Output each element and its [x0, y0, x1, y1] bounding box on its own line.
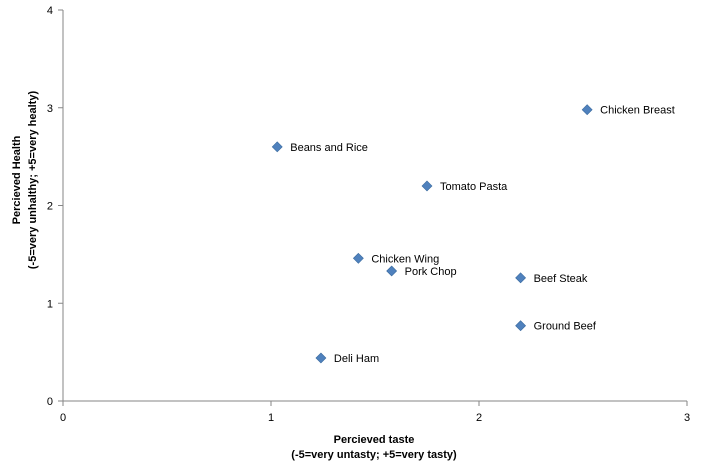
data-point: Deli Ham [315, 352, 379, 365]
x-tick-label: 1 [268, 412, 274, 424]
y-tick-label: 0 [47, 396, 53, 408]
data-point: Pork Chop [386, 265, 457, 278]
data-point: Ground Beef [515, 320, 597, 333]
point-label: Pork Chop [405, 266, 457, 278]
data-points: Chicken Breast Beans and Rice Tomato Pasta… [271, 104, 675, 365]
point-label: Chicken Wing [371, 253, 439, 265]
point-label: Beans and Rice [290, 142, 368, 154]
diamond-marker [421, 180, 433, 192]
y-axis-subtitle: (-5=very unhalthy; +5=very healty) [27, 91, 39, 270]
x-tick-label: 0 [60, 412, 66, 424]
data-point: Chicken Breast [581, 104, 675, 117]
point-label: Deli Ham [334, 353, 379, 365]
x-tick-label: 3 [684, 412, 690, 424]
x-axis-title: Percieved taste [334, 434, 415, 446]
x-axis-subtitle: (-5=very untasty; +5=very tasty) [291, 449, 457, 461]
data-point: Tomato Pasta [421, 180, 508, 193]
y-tick-label: 4 [47, 5, 53, 17]
diamond-marker [386, 265, 398, 277]
data-point: Beans and Rice [271, 141, 368, 154]
y-tick-label: 2 [47, 201, 53, 213]
diamond-marker [315, 352, 327, 364]
diamond-marker [271, 141, 283, 153]
x-tick-label: 2 [476, 412, 482, 424]
x-axis-ticks: 0 1 2 3 [60, 401, 690, 424]
y-tick-label: 3 [47, 103, 53, 115]
point-label: Chicken Breast [600, 105, 675, 117]
point-label: Tomato Pasta [440, 181, 508, 193]
axes [62, 10, 687, 402]
point-label: Beef Steak [534, 273, 588, 285]
data-point: Beef Steak [515, 272, 588, 285]
diamond-marker [352, 252, 364, 264]
diamond-marker [515, 272, 527, 284]
point-label: Ground Beef [534, 321, 597, 333]
diamond-marker [515, 320, 527, 332]
y-tick-label: 1 [47, 298, 53, 310]
y-axis-title: Percieved Health [11, 135, 23, 224]
data-point: Chicken Wing [352, 252, 439, 265]
diamond-marker [581, 104, 593, 116]
y-axis-ticks: 0 1 2 3 4 [47, 5, 63, 408]
